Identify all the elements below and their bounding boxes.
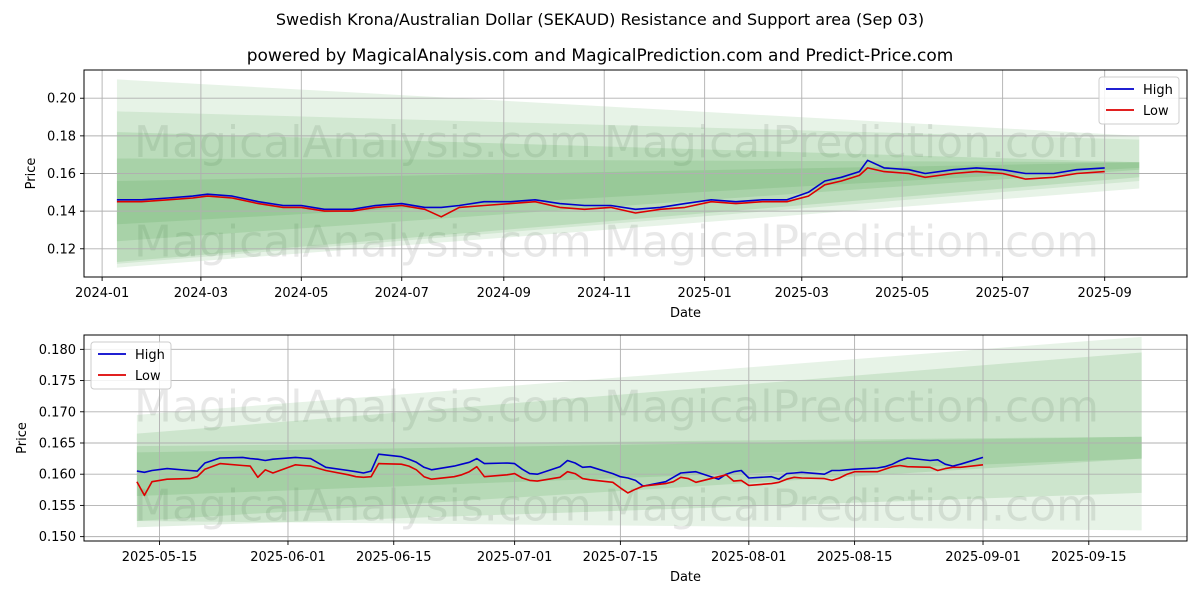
- y-axis-label: Price: [24, 158, 39, 190]
- x-tick-label: 2025-06-15: [356, 550, 432, 565]
- chart-title: Swedish Krona/Australian Dollar (SEKAUD)…: [275, 10, 925, 29]
- x-tick-label: 2025-07: [975, 286, 1029, 301]
- y-axis-label: Price: [15, 422, 30, 454]
- y-tick-label: 0.160: [39, 468, 76, 483]
- x-axis-label: Date: [670, 306, 701, 321]
- x-tick-label: 2024-11: [577, 286, 631, 301]
- x-tick-label: 2024-01: [75, 286, 129, 301]
- x-tick-label: 2025-09-15: [1051, 550, 1127, 565]
- legend-label-low: Low: [135, 369, 161, 384]
- band-area: [136, 352, 1142, 528]
- watermark-text: MagicalAnalysis.com: [134, 382, 592, 433]
- y-tick-label: 0.18: [47, 129, 76, 144]
- band-area: [116, 162, 1140, 225]
- y-tick-label: 0.170: [39, 405, 76, 420]
- x-axis-label: Date: [670, 570, 701, 585]
- series-line-high: [116, 159, 1105, 211]
- x-tick-label: 2025-09: [1078, 286, 1132, 301]
- y-tick-label: 0.165: [39, 436, 76, 451]
- x-tick-label: 2025-08-01: [711, 550, 787, 565]
- band-area: [116, 132, 1140, 262]
- watermark-text: MagicalPrediction.com: [604, 382, 1099, 433]
- x-tick-label: 2025-08-15: [817, 550, 893, 565]
- y-tick-label: 0.150: [39, 530, 76, 545]
- plot-frame: [83, 69, 1188, 278]
- y-tick-label: 0.155: [39, 499, 76, 514]
- legend: High Low: [90, 341, 172, 390]
- y-tick-label: 0.20: [47, 92, 76, 107]
- x-tick-label: 2025-05-15: [122, 550, 198, 565]
- watermark-text: MagicalAnalysis.com: [134, 480, 592, 531]
- chart-subtitle: powered by MagicalAnalysis.com and Magic…: [246, 46, 954, 66]
- watermark-text: MagicalAnalysis.com: [134, 117, 592, 168]
- watermark-text: MagicalPrediction.com: [604, 117, 1099, 168]
- support-resistance-bands: [136, 336, 1142, 531]
- series-line-low: [116, 167, 1105, 218]
- band-area: [136, 436, 1142, 497]
- x-tick-label: 2024-05: [274, 286, 328, 301]
- series-line-high: [136, 453, 984, 487]
- y-tick-label: 0.175: [39, 374, 76, 389]
- band-area: [136, 436, 1142, 522]
- series-line-low: [136, 462, 984, 497]
- x-tick-label: 2025-06-01: [250, 550, 326, 565]
- y-tick-label: 0.180: [39, 343, 76, 358]
- legend-label-high: High: [135, 348, 165, 363]
- watermark-text: MagicalAnalysis.com: [134, 216, 592, 267]
- y-tick-label: 0.14: [47, 205, 76, 220]
- x-tick-label: 2025-03: [775, 286, 829, 301]
- watermark-text: MagicalPrediction.com: [604, 216, 1099, 267]
- y-tick-label: 0.12: [47, 242, 76, 257]
- x-tick-label: 2025-05: [875, 286, 929, 301]
- x-tick-label: 2025-01: [677, 286, 731, 301]
- band-area: [116, 158, 1140, 242]
- chart-panel-full-range: MagicalAnalysis.com MagicalAnalysis.comMa…: [24, 69, 1188, 321]
- plot-frame: [83, 334, 1188, 542]
- legend-label-low: Low: [1143, 104, 1169, 119]
- x-tick-label: 2024-03: [174, 286, 228, 301]
- x-tick-label: 2024-07: [375, 286, 429, 301]
- legend-label-high: High: [1143, 83, 1173, 98]
- x-tick-label: 2025-09-01: [945, 550, 1021, 565]
- x-tick-label: 2025-07-15: [583, 550, 659, 565]
- y-tick-label: 0.16: [47, 167, 76, 182]
- watermark-text: MagicalPrediction.com: [604, 480, 1099, 531]
- x-tick-label: 2024-09: [477, 286, 531, 301]
- legend: High Low: [1098, 76, 1180, 125]
- band-area: [136, 336, 1142, 531]
- chart-panel-zoomed: MagicalAnalysis.com MagicalAnalysis.comMa…: [15, 334, 1188, 585]
- x-tick-label: 2025-07-01: [477, 550, 553, 565]
- band-area: [116, 111, 1140, 264]
